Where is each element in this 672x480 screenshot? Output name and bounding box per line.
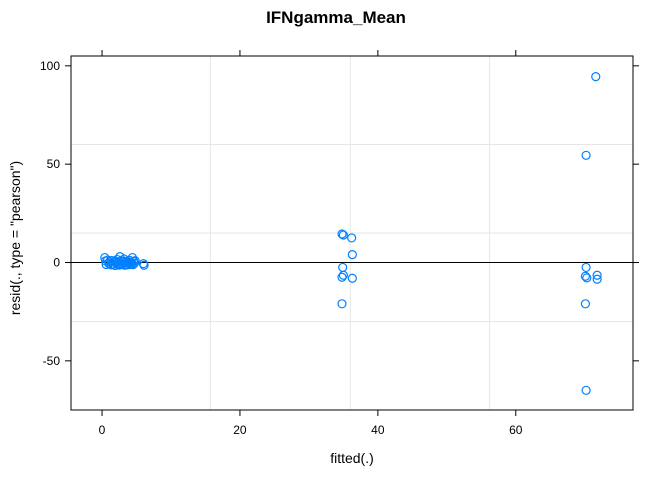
data-point-41 xyxy=(139,260,149,270)
data-point-53 xyxy=(581,262,591,273)
plot-frame xyxy=(70,55,634,411)
y-axis-label: resid(., type = "pearson") xyxy=(7,161,23,315)
x-tick-label-0: 0 xyxy=(99,423,106,437)
y-tick-label-2: 50 xyxy=(47,157,61,171)
x-tick-label-1: 20 xyxy=(233,423,247,437)
data-point-44 xyxy=(347,233,357,243)
data-point-45 xyxy=(347,250,357,260)
data-point-59 xyxy=(581,385,591,395)
data-points xyxy=(100,72,602,395)
y-tick-label-3: 100 xyxy=(40,59,60,73)
data-point-58 xyxy=(580,299,591,309)
data-point-47 xyxy=(338,270,348,280)
grid-lines xyxy=(71,56,633,410)
y-tick-label-1: 0 xyxy=(53,256,60,270)
data-point-51 xyxy=(591,72,601,82)
data-point-54 xyxy=(592,270,602,280)
data-point-52 xyxy=(581,150,591,160)
chart-title: IFNgamma_Mean xyxy=(266,8,406,27)
data-point-42 xyxy=(337,229,347,239)
data-point-39 xyxy=(130,256,140,266)
x-axis-label: fitted(.) xyxy=(330,450,374,466)
x-tick-label-3: 60 xyxy=(509,423,523,437)
data-point-49 xyxy=(347,273,357,283)
data-point-50 xyxy=(337,299,347,309)
data-point-46 xyxy=(338,262,348,273)
data-point-48 xyxy=(337,272,347,282)
data-point-43 xyxy=(338,230,348,240)
x-tick-label-2: 40 xyxy=(371,423,385,437)
y-tick-label-0: -50 xyxy=(43,354,61,368)
axis-ticks: 0 20 40 60 -50 0 50 100 xyxy=(40,50,639,437)
data-point-56 xyxy=(582,273,592,283)
data-point-55 xyxy=(580,271,591,281)
data-point-57 xyxy=(592,274,602,284)
